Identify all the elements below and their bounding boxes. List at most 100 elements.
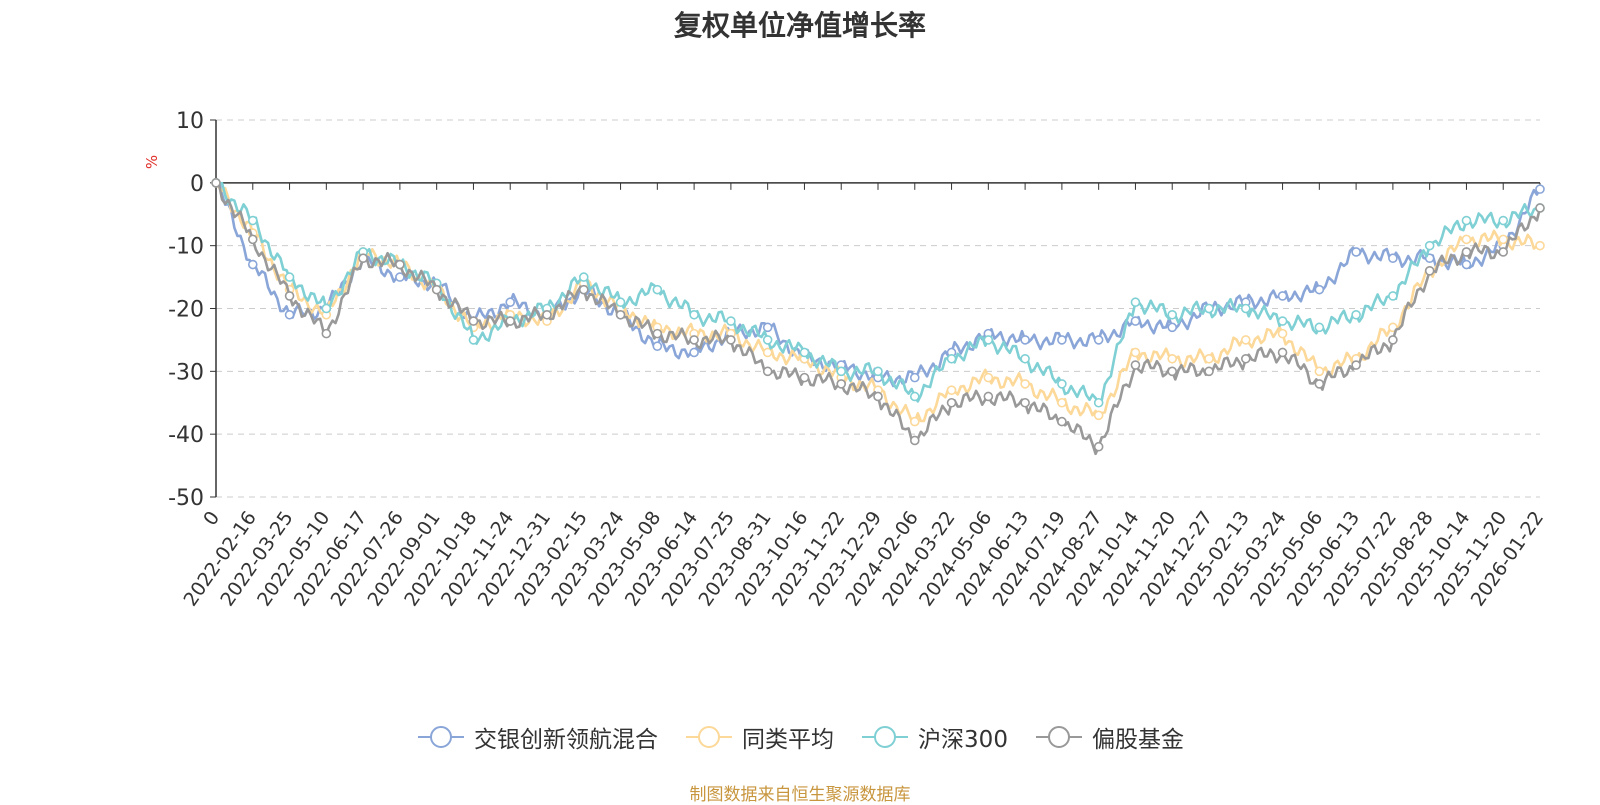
data-point [247,215,258,226]
data-point [468,316,479,326]
legend-item[interactable]: 同类平均 [684,720,834,754]
data-point [1167,322,1178,333]
data-point [983,372,994,383]
data-point [1020,353,1030,364]
legend-marker-icon [418,726,465,748]
data-point [1130,316,1141,326]
data-point [358,253,368,264]
y-tick-label: -20 [168,298,204,323]
legend-marker-icon [686,726,733,748]
series-group [211,178,1545,408]
data-point [1240,353,1251,364]
data-point [1204,353,1214,364]
data-point [578,284,589,295]
legend-marker-icon [1035,726,1082,748]
data-point [1424,265,1435,276]
data-point [689,347,699,358]
data-point [1020,379,1030,389]
data-point [284,291,295,301]
data-point [873,391,883,402]
data-point [1167,353,1178,364]
data-point [1130,347,1141,358]
data-point [1057,379,1067,389]
data-point [1461,259,1472,270]
data-point [1204,303,1214,314]
data-point [946,385,957,395]
data-point [1057,397,1067,408]
data-point [652,341,663,352]
data-point [1498,215,1509,226]
data-point [1498,234,1509,245]
grid-lines [216,119,1540,498]
data-point [1167,366,1178,377]
data-point [873,366,883,377]
data-point [983,391,994,402]
data-point [1130,297,1141,308]
series-line [215,181,1542,456]
data-point [1351,309,1361,320]
y-tick-label: 10 [176,109,204,134]
legend-label: 沪深300 [918,727,1008,753]
data-point [1277,316,1288,326]
data-point [689,309,699,320]
legend-item[interactable]: 沪深300 [860,720,1008,754]
data-point [1057,416,1067,427]
y-tick-label: -50 [168,486,204,511]
y-tick-label: -10 [168,235,204,260]
data-point [652,328,663,339]
data-point [726,316,736,326]
data-point [1277,328,1288,339]
data-point [762,335,773,345]
axes: 100-10-20-30-40-5002022-02-162022-03-252… [168,109,1548,610]
data-point [505,316,516,326]
data-point [909,435,920,446]
series-lines [211,178,1545,456]
data-point [395,259,405,270]
data-point [1277,291,1288,301]
legend-item[interactable]: 交银创新领航混合 [416,720,658,754]
data-source-note: 制图数据来自恒生聚源数据库 [689,785,911,805]
data-point [1167,309,1178,320]
data-point [578,272,589,282]
data-point [1057,335,1067,345]
data-point [1535,203,1545,213]
data-point [1204,366,1214,377]
data-point [284,309,295,320]
data-point [211,178,221,188]
data-point [1240,303,1251,314]
data-point [946,353,957,364]
x-tick-label: 0 [199,507,224,530]
data-point [1388,253,1398,264]
data-point [431,284,442,295]
data-point [689,335,699,345]
legend-label: 交银创新领航混合 [474,727,659,753]
data-point [321,328,332,339]
data-point [1093,397,1104,408]
data-point [909,372,920,383]
data-point [726,335,736,345]
data-point [1093,410,1104,421]
data-point [762,366,773,377]
data-point [505,297,516,308]
data-point [762,347,773,358]
data-point [1461,247,1472,257]
data-point [321,303,332,314]
y-tick-label: 0 [190,172,204,197]
data-point [468,335,479,345]
data-point [946,397,957,408]
legend-item[interactable]: 偏股基金 [1034,720,1184,754]
series-line [215,180,1542,388]
data-point [762,322,773,333]
y-tick-label: -40 [168,423,204,448]
data-point [284,272,295,282]
legend-marker-icon [862,726,909,748]
data-point [1535,240,1545,251]
data-point [1388,335,1398,345]
data-point [1020,335,1030,345]
data-point [395,272,405,282]
data-point [247,234,258,245]
data-point [1240,335,1251,345]
data-point [652,284,663,295]
data-point [542,309,552,320]
